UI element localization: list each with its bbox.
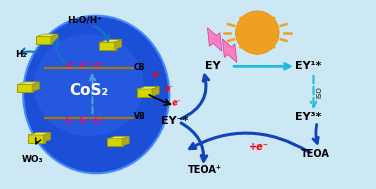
Text: e⁻: e⁻: [163, 82, 176, 94]
Polygon shape: [29, 132, 50, 135]
FancyBboxPatch shape: [28, 134, 44, 143]
FancyBboxPatch shape: [36, 36, 52, 44]
Text: VB: VB: [134, 112, 145, 121]
Text: CB: CB: [134, 63, 145, 72]
Ellipse shape: [34, 34, 144, 136]
Polygon shape: [208, 28, 222, 51]
Text: e⁻: e⁻: [152, 68, 164, 80]
Text: +e⁻: +e⁻: [249, 142, 269, 152]
Polygon shape: [223, 39, 237, 62]
Polygon shape: [138, 87, 159, 89]
FancyBboxPatch shape: [107, 138, 123, 146]
Ellipse shape: [23, 16, 169, 173]
FancyBboxPatch shape: [17, 84, 33, 92]
Polygon shape: [115, 40, 122, 49]
Text: EY⁻*: EY⁻*: [161, 116, 189, 126]
Polygon shape: [100, 40, 122, 42]
Polygon shape: [51, 34, 58, 44]
Polygon shape: [36, 34, 58, 36]
Text: TEOA: TEOA: [301, 149, 330, 159]
Text: CoS₂: CoS₂: [69, 83, 108, 98]
Text: e⁻: e⁻: [171, 96, 183, 108]
Text: EY¹*: EY¹*: [295, 61, 321, 71]
Text: TEOA⁺: TEOA⁺: [188, 165, 222, 175]
Polygon shape: [43, 132, 50, 142]
Text: h⁺ h⁺ h⁺: h⁺ h⁺ h⁺: [65, 117, 105, 126]
Polygon shape: [32, 82, 39, 91]
Polygon shape: [122, 136, 129, 146]
Text: H₂: H₂: [15, 50, 27, 59]
Text: H₂O/H⁺: H₂O/H⁺: [68, 16, 102, 25]
Polygon shape: [18, 82, 39, 84]
Text: EY: EY: [205, 61, 220, 71]
Polygon shape: [152, 87, 159, 96]
Ellipse shape: [236, 11, 279, 54]
Text: e⁻ e⁻ e⁻: e⁻ e⁻ e⁻: [65, 60, 105, 69]
FancyBboxPatch shape: [99, 42, 116, 50]
Polygon shape: [108, 136, 129, 139]
FancyBboxPatch shape: [137, 88, 153, 97]
Text: WO₃: WO₃: [22, 155, 43, 164]
Text: EY³*: EY³*: [295, 112, 321, 122]
Text: ISO: ISO: [316, 86, 322, 98]
